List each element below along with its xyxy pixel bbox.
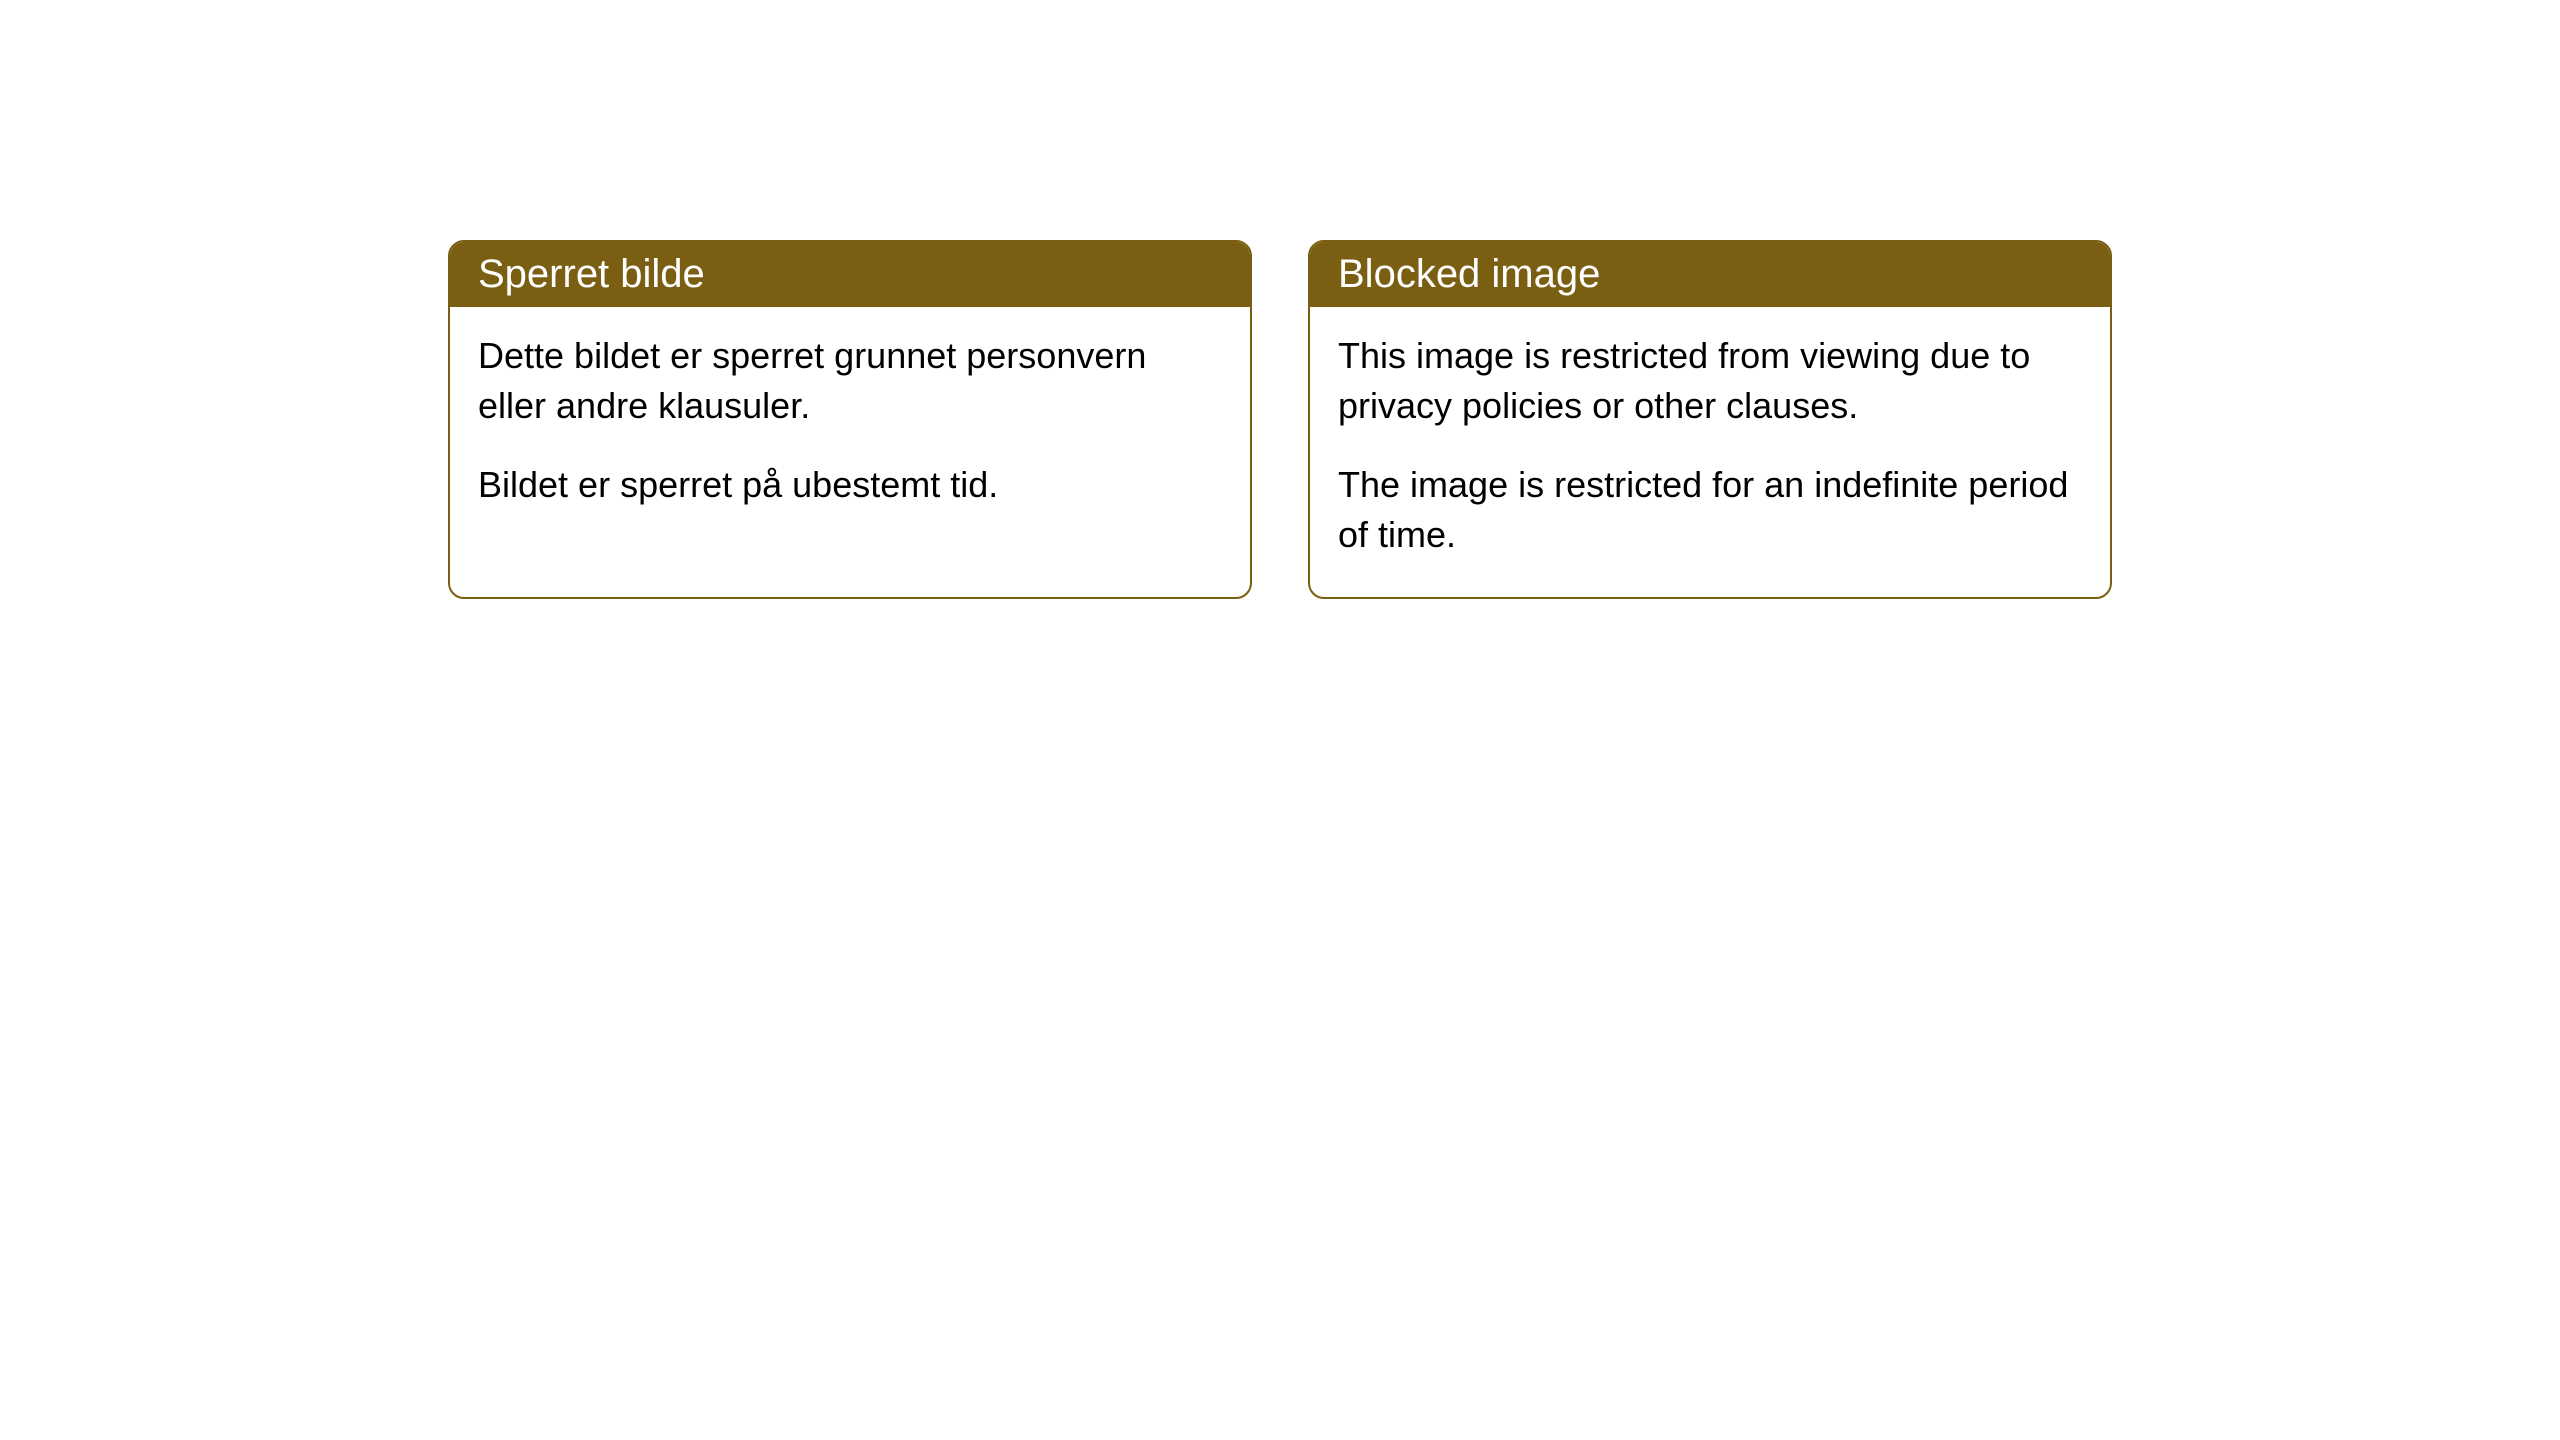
card-paragraph: Bildet er sperret på ubestemt tid. — [478, 460, 1222, 510]
card-header: Blocked image — [1310, 242, 2110, 307]
notice-card-english: Blocked image This image is restricted f… — [1308, 240, 2112, 599]
card-body: Dette bildet er sperret grunnet personve… — [450, 307, 1250, 546]
card-title: Sperret bilde — [478, 252, 705, 296]
card-body: This image is restricted from viewing du… — [1310, 307, 2110, 597]
notice-card-norwegian: Sperret bilde Dette bildet er sperret gr… — [448, 240, 1252, 599]
card-paragraph: The image is restricted for an indefinit… — [1338, 460, 2082, 561]
card-paragraph: Dette bildet er sperret grunnet personve… — [478, 331, 1222, 432]
notice-cards-container: Sperret bilde Dette bildet er sperret gr… — [448, 240, 2112, 599]
card-header: Sperret bilde — [450, 242, 1250, 307]
card-paragraph: This image is restricted from viewing du… — [1338, 331, 2082, 432]
card-title: Blocked image — [1338, 252, 1600, 296]
